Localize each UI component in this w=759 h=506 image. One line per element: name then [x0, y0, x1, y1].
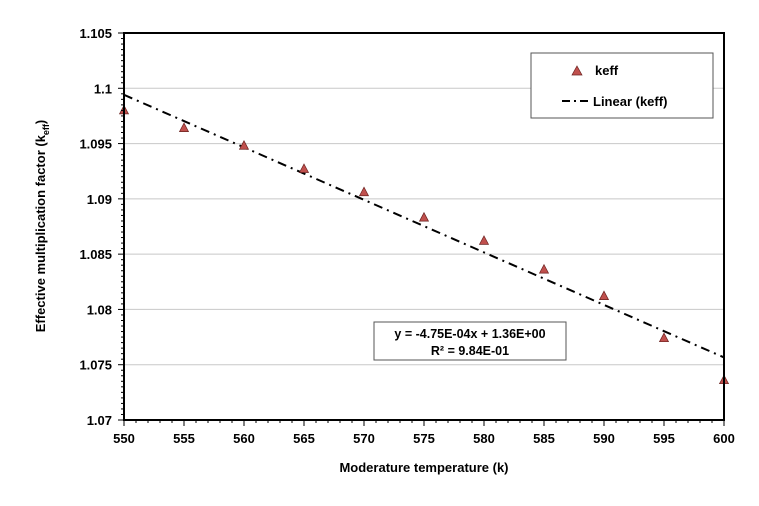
- y-axis-label-end: ): [33, 120, 48, 124]
- data-point: [178, 122, 190, 132]
- y-tick-label: 1.1: [94, 81, 112, 96]
- x-tick-label: 575: [413, 431, 435, 446]
- equation-line1: y = -4.75E-04x + 1.36E+00: [394, 327, 545, 341]
- plot-frame: [123, 32, 725, 421]
- legend-triangle-marker: [571, 65, 583, 76]
- x-tick-label: 585: [533, 431, 555, 446]
- data-point: [598, 290, 610, 301]
- axes: [118, 32, 725, 426]
- y-tick-label: 1.08: [87, 302, 112, 317]
- legend-entry-keff: keff: [595, 63, 619, 78]
- y-tick-label: 1.075: [79, 358, 112, 373]
- y-tick-label: 1.095: [79, 137, 112, 152]
- y-axis-label-sub: eff: [41, 123, 51, 135]
- x-tick-labels: 550 555 560 565 570 575 580 585 590 595 600: [113, 431, 735, 446]
- y-tick-label: 1.085: [79, 247, 112, 262]
- legend: keff Linear (keff): [530, 52, 714, 119]
- x-tick-label: 590: [593, 431, 615, 446]
- trendline-line: [123, 93, 725, 359]
- data-point: [478, 235, 490, 245]
- y-tick-labels: 1.07 1.075 1.08 1.085 1.09 1.095 1.1 1.105: [79, 26, 112, 428]
- x-tick-label: 595: [653, 431, 675, 446]
- x-tick-label: 565: [293, 431, 315, 446]
- y-axis-label: Effective multiplication factor (keff): [33, 120, 51, 333]
- x-tick-label: 555: [173, 431, 195, 446]
- legend-entry-linear: Linear (keff): [593, 94, 667, 109]
- x-tick-label: 580: [473, 431, 495, 446]
- x-tick-label: 600: [713, 431, 735, 446]
- gridlines: [124, 87, 724, 366]
- x-tick-label: 550: [113, 431, 135, 446]
- equation-line2: R² = 9.84E-01: [431, 344, 509, 358]
- y-tick-label: 1.105: [79, 26, 112, 41]
- y-tick-label: 1.09: [87, 192, 112, 207]
- data-point: [658, 332, 670, 343]
- data-point: [418, 211, 430, 222]
- y-tick-label: 1.07: [87, 413, 112, 428]
- y-axis-label-main: Effective multiplication factor (k: [33, 134, 48, 332]
- data-point: [298, 163, 310, 173]
- data-point: [538, 263, 550, 274]
- data-point: [238, 140, 250, 150]
- x-tick-label: 560: [233, 431, 255, 446]
- legend-box: [530, 52, 714, 119]
- equation-box: [373, 321, 567, 361]
- trendline: [123, 93, 725, 359]
- x-axis-label: Moderature temperature (k): [339, 460, 508, 475]
- x-tick-label: 570: [353, 431, 375, 446]
- trendline-equation: y = -4.75E-04x + 1.36E+00 R² = 9.84E-01: [373, 321, 567, 361]
- data-point: [358, 186, 370, 197]
